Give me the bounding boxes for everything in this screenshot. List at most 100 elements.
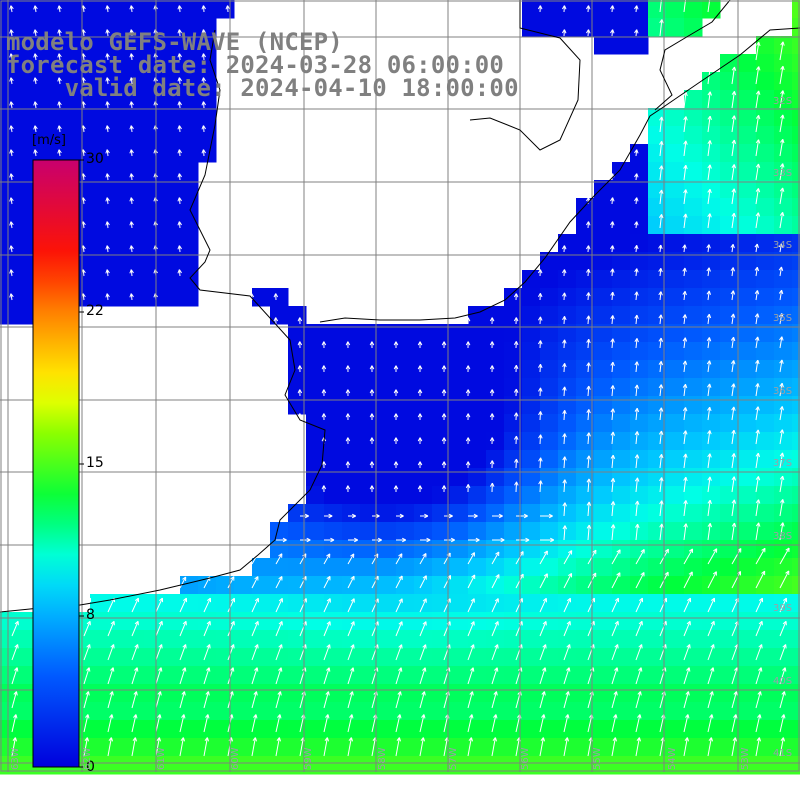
wind-speed-cell (774, 126, 793, 145)
wind-speed-cell (666, 198, 685, 217)
wind-speed-cell (18, 756, 37, 775)
wind-speed-cell (486, 612, 505, 631)
wind-speed-cell (720, 738, 739, 757)
wind-speed-cell (666, 630, 685, 649)
wind-arrow (131, 737, 138, 757)
wind-arrow (635, 549, 645, 565)
wind-speed-cell (630, 414, 649, 433)
wind-speed-cell (738, 288, 757, 307)
wind-speed-cell (288, 648, 307, 667)
wind-speed-cell (594, 324, 613, 343)
wind-speed-cell (180, 594, 199, 613)
wind-arrow (707, 691, 714, 709)
wind-arrow (707, 667, 715, 685)
wind-speed-cell (504, 468, 523, 487)
wind-arrow (441, 485, 447, 493)
wind-speed-cell (792, 324, 800, 343)
wind-arrow (227, 597, 236, 613)
wind-speed-cell (36, 72, 55, 91)
wind-speed-cell (90, 198, 109, 217)
wind-speed-cell (270, 648, 289, 667)
wind-speed-cell (702, 558, 721, 577)
colorbar-tick-22: 22 (86, 303, 104, 319)
wind-speed-cell (162, 288, 181, 307)
wind-speed-cell (504, 288, 523, 307)
wind-speed-cell (0, 72, 19, 91)
wind-speed-cell (756, 234, 775, 253)
wind-speed-cell (306, 342, 325, 361)
wind-speed-cell (774, 234, 793, 253)
wind-speed-cell (18, 270, 37, 289)
wind-arrow (682, 314, 688, 325)
wind-speed-cell (90, 252, 109, 271)
wind-arrow (779, 644, 787, 661)
wind-speed-cell (162, 666, 181, 685)
wind-speed-cell (522, 504, 541, 523)
wind-speed-cell (540, 720, 559, 739)
wind-speed-cell (720, 504, 739, 523)
wind-speed-cell (396, 486, 415, 505)
wind-speed-cell (774, 486, 793, 505)
wind-speed-cell (540, 576, 559, 595)
wind-speed-cell (36, 36, 55, 55)
lon-label: 53W (740, 747, 751, 770)
wind-speed-cell (792, 360, 800, 379)
wind-speed-cell (198, 612, 217, 631)
wind-speed-cell (396, 756, 415, 775)
wind-arrow (538, 434, 543, 445)
wind-speed-cell (738, 594, 757, 613)
wind-speed-cell (90, 90, 109, 109)
wind-speed-cell (162, 594, 181, 613)
wind-arrow (321, 389, 327, 397)
wind-speed-cell (612, 162, 631, 181)
wind-arrow (563, 667, 571, 685)
wind-arrow (417, 461, 423, 469)
wind-arrow (443, 552, 451, 565)
wind-arrow (393, 341, 399, 349)
wind-speed-cell (90, 270, 109, 289)
wind-speed-cell (558, 630, 577, 649)
wind-speed-cell (54, 144, 73, 163)
wind-arrow (755, 737, 762, 757)
wind-arrow (779, 714, 786, 733)
wind-speed-cell (342, 468, 361, 487)
wind-arrow (682, 407, 688, 421)
wind-arrow (731, 139, 737, 157)
wind-speed-cell (18, 612, 37, 631)
wind-speed-cell (414, 648, 433, 667)
wind-speed-cell (738, 684, 757, 703)
wind-arrow (658, 361, 664, 373)
wind-arrow (131, 714, 138, 733)
wind-speed-cell (486, 648, 505, 667)
wind-speed-cell (198, 576, 217, 595)
wind-speed-cell (396, 468, 415, 487)
wind-arrow (105, 53, 110, 61)
wind-speed-cell (72, 36, 91, 55)
wind-speed-cell (36, 108, 55, 127)
wind-speed-cell (0, 180, 19, 199)
wind-speed-cell (468, 648, 487, 667)
wind-arrow (297, 365, 303, 373)
wind-speed-cell (324, 720, 343, 739)
wind-speed-cell (738, 126, 757, 145)
lon-label: 63W (10, 747, 21, 770)
wind-arrow (586, 315, 591, 325)
wind-arrow (131, 691, 138, 709)
wind-speed-cell (702, 0, 721, 19)
wind-arrow (778, 243, 784, 253)
wind-speed-cell (738, 198, 757, 217)
wind-arrow (155, 667, 163, 685)
wind-arrow (465, 365, 471, 373)
wind-speed-cell (288, 666, 307, 685)
wind-speed-cell (756, 72, 775, 91)
wind-speed-cell (504, 504, 523, 523)
wind-speed-cell (378, 486, 397, 505)
wind-speed-cell (576, 576, 595, 595)
wind-arrow (321, 341, 327, 349)
wind-speed-cell (288, 702, 307, 721)
wind-speed-cell (540, 522, 559, 541)
wind-speed-cell (576, 342, 595, 361)
wind-speed-cell (324, 522, 343, 541)
wind-speed-cell (180, 180, 199, 199)
wind-arrow (755, 522, 761, 541)
